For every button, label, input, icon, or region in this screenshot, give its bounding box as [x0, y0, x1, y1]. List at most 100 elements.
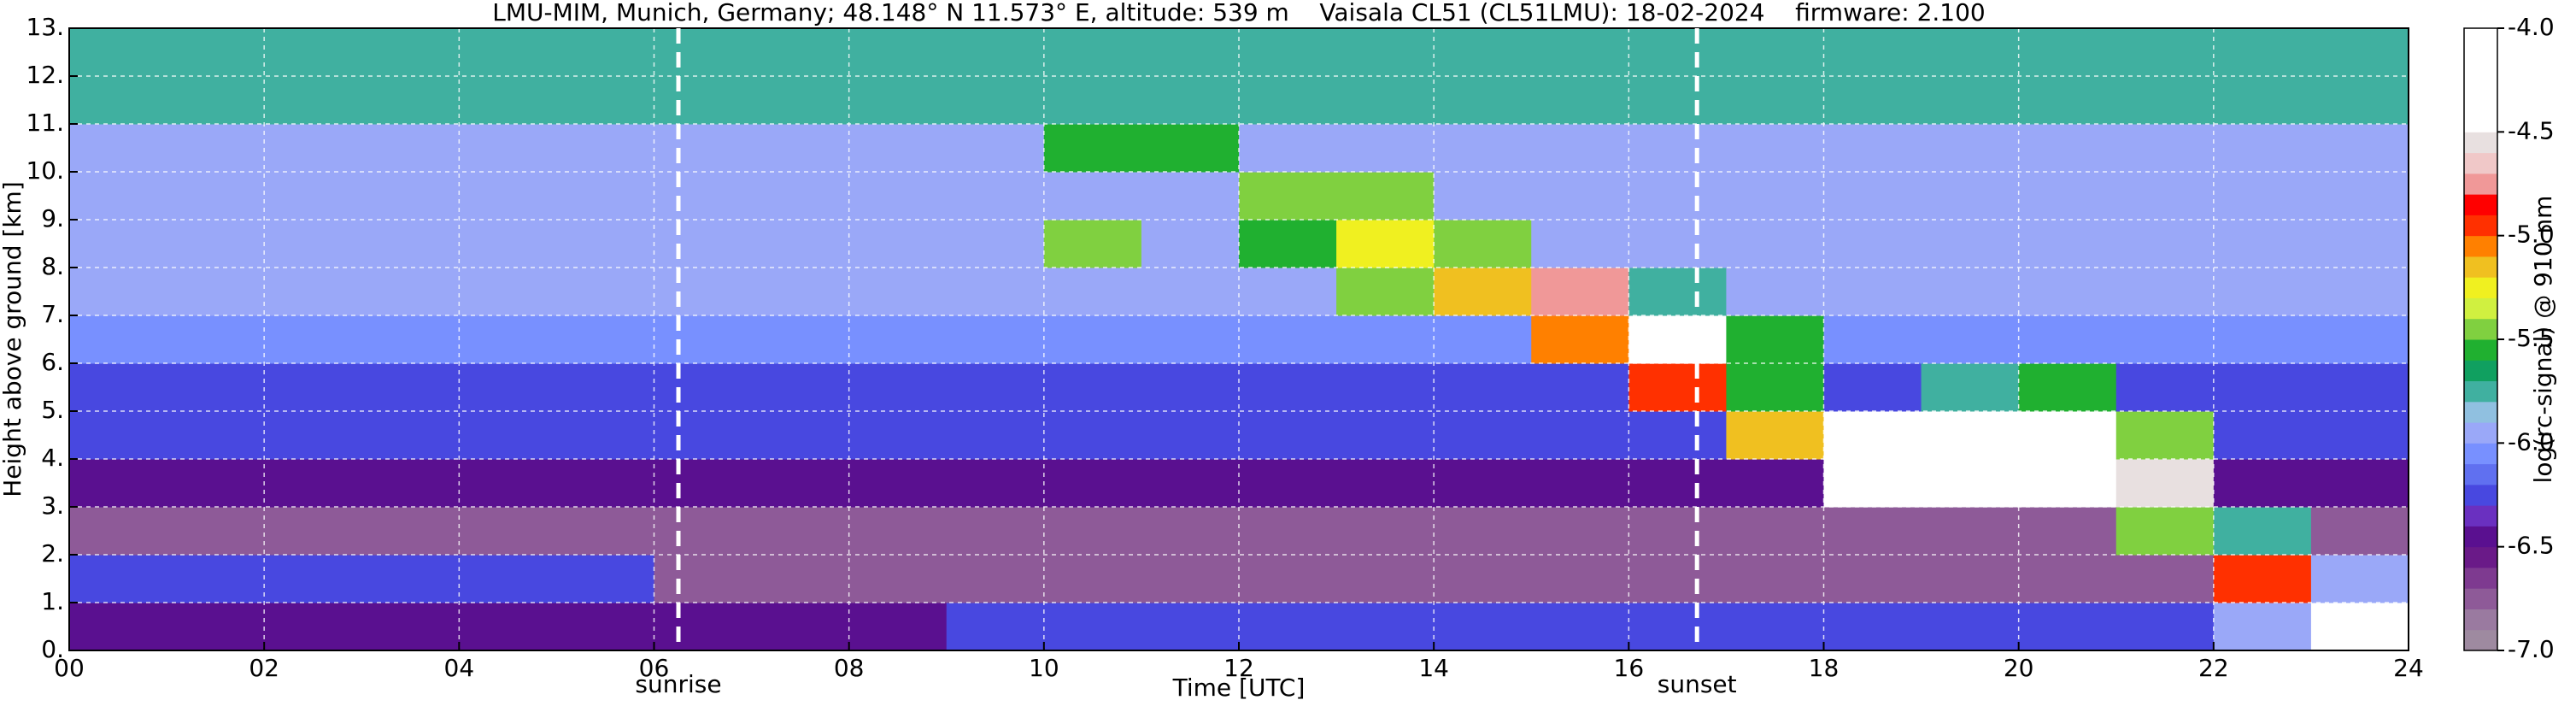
heatmap-cell — [459, 28, 557, 77]
heatmap-cell — [1239, 268, 1337, 316]
heatmap-cell — [751, 124, 850, 173]
heatmap-cell — [2018, 220, 2117, 268]
heatmap-cell — [361, 459, 460, 508]
colorbar-band — [2464, 90, 2497, 112]
heatmap-cell — [1921, 220, 2020, 268]
colorbar-band — [2464, 194, 2497, 215]
colorbar-tick-label: -5.0 — [2508, 221, 2555, 249]
heatmap-cell — [1239, 507, 1337, 556]
heatmap-cell — [69, 459, 167, 508]
colorbar-band — [2464, 380, 2497, 403]
heatmap-cell — [1726, 124, 1824, 173]
heatmap-cell — [167, 555, 265, 603]
heatmap-cell — [2018, 76, 2117, 125]
heatmap-cell — [556, 124, 654, 173]
heatmap-cell — [2310, 603, 2409, 651]
y-tick-label: 11. — [26, 109, 64, 137]
heatmap-cell — [69, 555, 167, 603]
heatmap-cell — [264, 363, 362, 412]
heatmap-cell — [361, 76, 460, 125]
heatmap-cell — [556, 28, 654, 77]
heatmap-cell — [1921, 315, 2020, 364]
heatmap-cell — [1043, 603, 1142, 651]
heatmap-cell — [1336, 363, 1435, 412]
colorbar-band — [2464, 422, 2497, 444]
heatmap-cell — [264, 76, 362, 125]
heatmap-cell — [556, 172, 654, 221]
heatmap-cell — [1628, 459, 1727, 508]
heatmap-cell — [2310, 459, 2409, 508]
heatmap-cell — [1141, 459, 1240, 508]
heatmap-cell — [2310, 315, 2409, 364]
y-tick-label: 2. — [41, 539, 64, 568]
heatmap-cell — [167, 268, 265, 316]
heatmap-cell — [2213, 507, 2312, 556]
heatmap-cell — [1921, 507, 2020, 556]
heatmap-cell — [1239, 172, 1337, 221]
heatmap-cell — [2213, 555, 2312, 603]
heatmap-cell — [654, 603, 753, 651]
heatmap-cell — [2115, 220, 2215, 268]
y-tick-label: 10. — [26, 156, 64, 185]
heatmap-cell — [1726, 411, 1824, 460]
heatmap-cell — [1336, 76, 1435, 125]
heatmap-cell — [946, 172, 1045, 221]
chart-title: LMU-MIM, Munich, Germany; 48.148° N 11.5… — [492, 0, 1986, 26]
heatmap-cell — [848, 555, 948, 603]
colorbar-band — [2464, 339, 2497, 361]
heatmap-cell — [2310, 124, 2409, 173]
heatmap-cell — [848, 459, 948, 508]
heatmap-cell — [1823, 507, 1922, 556]
heatmap-cell — [751, 28, 850, 77]
colorbar-band — [2464, 256, 2497, 278]
heatmap-cell — [264, 220, 362, 268]
heatmap-cell — [1531, 315, 1629, 364]
heatmap-cell — [1823, 459, 1922, 508]
heatmap-cell — [1043, 459, 1142, 508]
heatmap-cell — [69, 76, 167, 125]
colorbar-tick-label: -7.0 — [2508, 635, 2555, 663]
colorbar-band — [2464, 463, 2497, 485]
heatmap-cell — [1726, 459, 1824, 508]
y-tick-label: 0. — [41, 635, 64, 663]
colorbar-band — [2464, 546, 2497, 568]
heatmap-cell — [167, 603, 265, 651]
heatmap-cell — [654, 315, 753, 364]
colorbar-tick-label: -6.0 — [2508, 427, 2555, 456]
heatmap-cell — [459, 555, 557, 603]
heatmap-cell — [654, 220, 753, 268]
x-tick-label: 00 — [54, 654, 85, 682]
heatmap-cell — [556, 76, 654, 125]
heatmap-cell — [1239, 220, 1337, 268]
y-axis-label: Height above ground [km] — [0, 181, 26, 497]
heatmap-cell — [1141, 555, 1240, 603]
heatmap-cell — [1921, 268, 2020, 316]
heatmap-cell — [556, 459, 654, 508]
heatmap-cell — [1141, 76, 1240, 125]
heatmap-cell — [751, 172, 850, 221]
x-tick-label: 24 — [2393, 654, 2424, 682]
heatmap-cell — [848, 603, 948, 651]
heatmap-cell — [556, 220, 654, 268]
x-tick-label: 10 — [1029, 654, 1059, 682]
y-tick-label: 3. — [41, 491, 64, 520]
heatmap-cell — [654, 268, 753, 316]
heatmap-cell — [459, 363, 557, 412]
heatmap-cell — [1141, 363, 1240, 412]
annotation-label: sunrise — [635, 670, 721, 698]
heatmap-cell — [556, 603, 654, 651]
heatmap-cell — [1921, 172, 2020, 221]
heatmap-cell — [361, 315, 460, 364]
heatmap-cell — [1043, 507, 1142, 556]
colorbar-band — [2464, 629, 2497, 651]
heatmap-cell — [654, 363, 753, 412]
heatmap-cell — [459, 603, 557, 651]
heatmap-cell — [1628, 124, 1727, 173]
heatmap-cell — [556, 363, 654, 412]
annotation-label: sunset — [1658, 670, 1737, 698]
heatmap-cell — [1921, 603, 2020, 651]
heatmap-cell — [654, 172, 753, 221]
heatmap-cell — [1921, 76, 2020, 125]
heatmap-cell — [2115, 76, 2215, 125]
